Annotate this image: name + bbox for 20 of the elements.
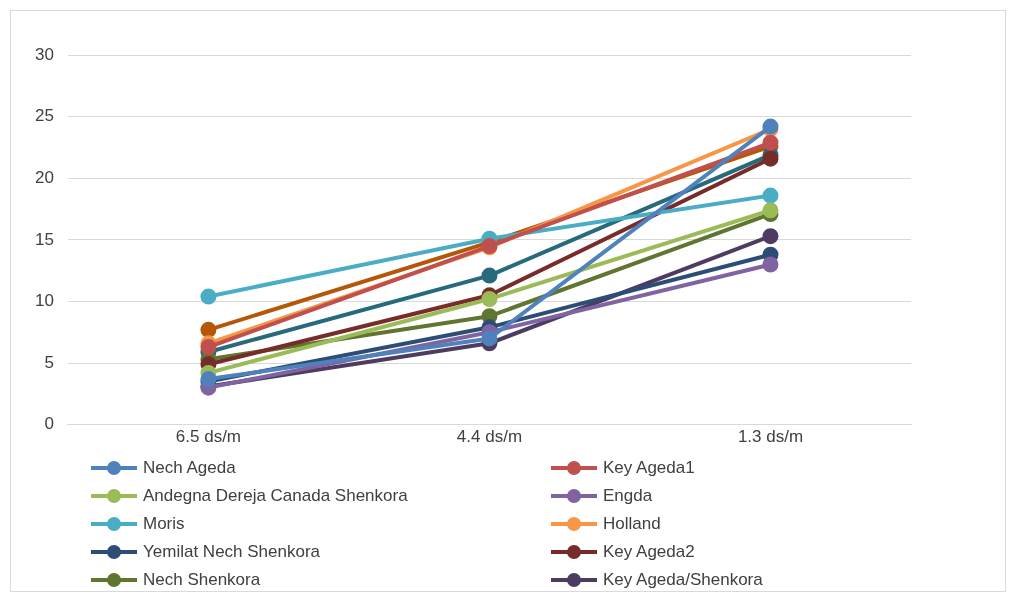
y-tick-label: 20 (34, 168, 54, 188)
legend-label: Andegna Dereja Canada Shenkora (143, 486, 408, 506)
legend-label: Yemilat Nech Shenkora (143, 542, 321, 562)
y-tick-label: 5 (44, 352, 54, 372)
x-tick-label: 4.4 ds/m (456, 427, 523, 447)
legend-label: Holland (603, 514, 661, 534)
y-tick-label: 10 (34, 291, 54, 311)
y-tick-label: 25 (34, 106, 54, 126)
legend-label: Nech Ageda (143, 458, 236, 478)
legend-label: Moris (143, 514, 185, 534)
x-tick-label: 1.3 ds/m (737, 427, 804, 447)
legend-label: Key Ageda1 (603, 458, 695, 478)
x-tick-label: 6.5 ds/m (175, 427, 242, 447)
y-tick-label: 15 (34, 229, 54, 249)
legend-label: Key Ageda/Shenkora (603, 570, 763, 590)
y-tick-label: 0 (44, 414, 54, 434)
legend-label: Key Ageda2 (603, 542, 695, 562)
legend-label: Nech Shenkora (143, 570, 261, 590)
y-tick-label: 30 (34, 44, 54, 64)
legend-label: Engda (603, 486, 653, 506)
